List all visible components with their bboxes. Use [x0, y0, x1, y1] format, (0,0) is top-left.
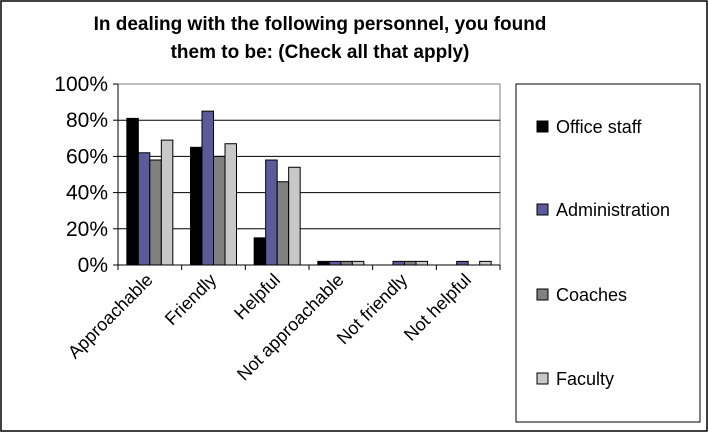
- bar: [328, 260, 342, 266]
- bar: [190, 146, 203, 266]
- bar: [160, 139, 174, 266]
- bar: [288, 166, 301, 266]
- bar: [201, 110, 214, 266]
- y-tick-label: 60%: [66, 145, 108, 168]
- bar: [224, 143, 237, 266]
- bar: [479, 260, 492, 266]
- y-tick-label: 20%: [66, 218, 108, 241]
- gridlines: [118, 119, 500, 230]
- bar: [415, 260, 428, 266]
- legend-swatch: [536, 288, 549, 301]
- bar: [340, 260, 353, 266]
- legend: Office staff Administration Coaches Faculty: [536, 117, 670, 389]
- y-tick-label: 80%: [66, 109, 108, 132]
- bar: [213, 155, 226, 266]
- bar: [317, 260, 330, 266]
- bar: [265, 159, 278, 266]
- bars: [126, 110, 492, 266]
- chart-title-line-2: them to be: (Check all that apply): [171, 42, 470, 63]
- bar: [126, 117, 139, 266]
- bar: [456, 260, 469, 266]
- y-tick-labels: 0% 20% 40% 60% 80% 100%: [54, 73, 108, 277]
- y-tick-label: 40%: [66, 182, 108, 205]
- y-tick-label: 0%: [78, 254, 108, 277]
- legend-label: Office staff: [556, 117, 642, 137]
- bar: [276, 181, 290, 266]
- legend-box: [515, 83, 701, 423]
- axes: [113, 83, 501, 270]
- chart-title-line-1: In dealing with the following personnel,…: [94, 14, 547, 35]
- bar: [351, 260, 365, 266]
- legend-swatch: [536, 372, 549, 385]
- bar: [253, 237, 267, 266]
- bar: [137, 152, 151, 266]
- plot-area: [117, 83, 501, 266]
- bar: [149, 159, 162, 266]
- legend-label: Coaches: [556, 285, 627, 305]
- legend-swatch: [536, 203, 549, 216]
- bar: [404, 260, 417, 266]
- y-tick-label: 100%: [54, 73, 108, 96]
- legend-label: Administration: [556, 200, 670, 220]
- legend-swatch: [536, 120, 549, 133]
- bar: [392, 260, 405, 266]
- legend-label: Faculty: [556, 369, 614, 389]
